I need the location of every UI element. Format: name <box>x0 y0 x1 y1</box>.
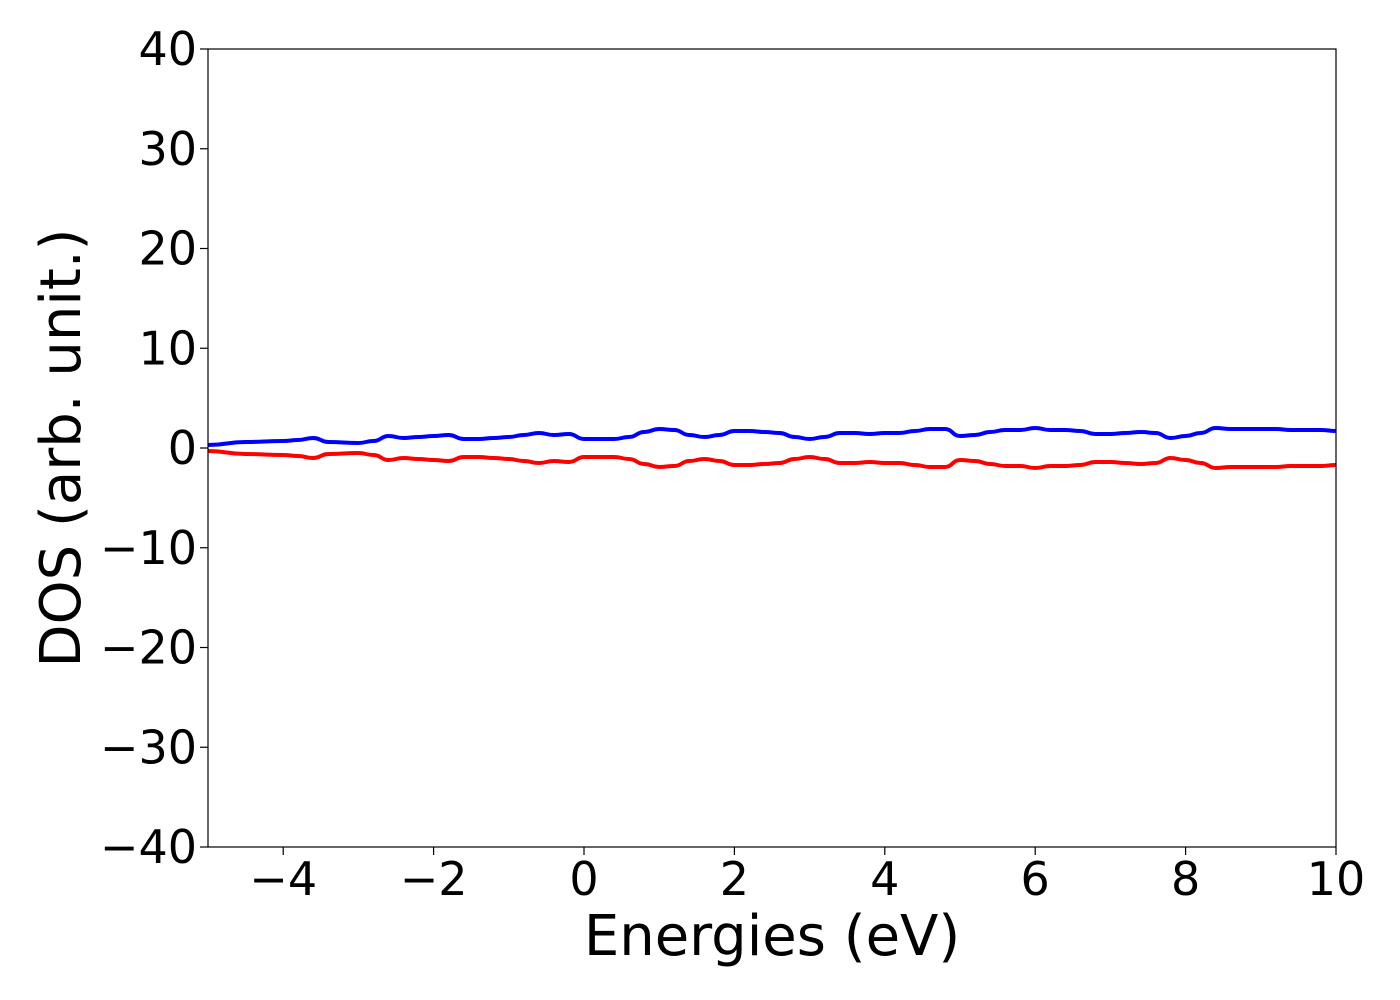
x-tick-label: 8 <box>1171 852 1200 906</box>
y-tick-label: −10 <box>100 521 197 575</box>
y-axis-title: DOS (arb. unit.) <box>29 228 94 667</box>
x-axis-title: Energies (eV) <box>584 904 960 969</box>
y-tick-label: 0 <box>168 421 197 475</box>
y-tick-label: 20 <box>138 222 197 276</box>
x-tick-label: 2 <box>720 852 749 906</box>
y-tick-label: 30 <box>138 122 197 176</box>
dos-series-line-2 <box>207 449 1337 470</box>
y-tick-label: −30 <box>100 720 197 774</box>
x-tick-label: −4 <box>249 852 317 906</box>
x-tick-label: 10 <box>1307 852 1366 906</box>
x-tick-label: 4 <box>870 852 899 906</box>
x-tick-label: 6 <box>1021 852 1050 906</box>
y-tick-label: 40 <box>138 22 197 76</box>
y-tick-label: −20 <box>100 621 197 675</box>
y-tick-label: −40 <box>100 820 197 874</box>
series-layer <box>207 426 1337 470</box>
y-tick-label: 10 <box>138 321 197 375</box>
x-tick-label: 0 <box>569 852 598 906</box>
dos-series-line-1 <box>207 426 1337 447</box>
plot-area-frame <box>207 48 1337 848</box>
x-tick-label: −2 <box>400 852 468 906</box>
